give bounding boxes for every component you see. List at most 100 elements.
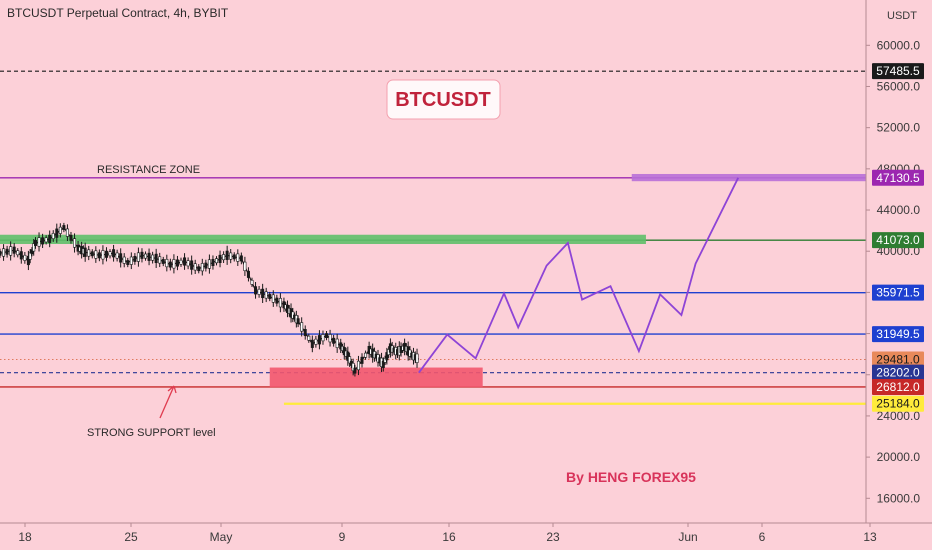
price-tick-label[interactable]: 16000.0: [877, 491, 921, 505]
candle-body: [87, 249, 91, 257]
candle-body: [73, 238, 77, 248]
candle-body: [193, 263, 197, 271]
price-level-labels[interactable]: 57485.5 47130.5 41073.0 35971.5 31949.5 29481…: [872, 63, 924, 412]
candle-body: [186, 260, 190, 267]
level-label-bg: [872, 378, 924, 395]
candle-body: [101, 250, 105, 260]
candle-body: [229, 252, 233, 260]
candle-body: [346, 351, 350, 361]
candle-body: [26, 255, 30, 266]
candle-body: [383, 357, 387, 363]
candle-body: [381, 360, 385, 368]
candle-body: [48, 234, 52, 243]
candle-body: [385, 352, 389, 361]
resistance-zone-label: RESISTANCE ZONE: [97, 164, 200, 176]
candle-body: [165, 258, 169, 268]
level-label-35971.5[interactable]: 35971.5: [876, 286, 920, 300]
candle-body: [9, 246, 13, 256]
projection-path[interactable]: [418, 177, 740, 374]
candle-body: [90, 251, 94, 257]
time-tick-label[interactable]: 9: [339, 530, 346, 544]
candle-body: [161, 259, 165, 264]
candle-body: [23, 254, 27, 261]
price-tick-label[interactable]: 56000.0: [877, 79, 921, 93]
candle-body: [112, 249, 116, 258]
level-label-bg: [872, 284, 924, 301]
resistance-zone[interactable]: [0, 234, 646, 244]
candle-body: [151, 254, 155, 261]
level-label-29481.0[interactable]: 29481.0: [876, 353, 920, 367]
level-label-25184.0[interactable]: 25184.0: [876, 397, 920, 411]
level-label-47130.5[interactable]: 47130.5: [876, 171, 920, 185]
candle-body: [33, 240, 37, 246]
candle-body: [12, 246, 16, 254]
level-label-31949.5[interactable]: 31949.5: [876, 327, 920, 341]
price-tick-label[interactable]: 20000.0: [877, 450, 921, 464]
time-tick-label[interactable]: May: [210, 530, 233, 544]
big-label: BTCUSDT: [395, 89, 491, 111]
candle-body: [303, 329, 307, 337]
price-tick-label[interactable]: 60000.0: [877, 38, 921, 52]
candle-body: [158, 256, 162, 264]
zones[interactable]: [0, 173, 866, 388]
price-tick-label[interactable]: 24000.0: [877, 409, 921, 423]
candle-body: [32, 243, 36, 252]
candle-body: [317, 335, 321, 345]
candle-body: [129, 256, 133, 265]
level-label-28202.0[interactable]: 28202.0: [876, 366, 920, 380]
candle-body: [0, 250, 2, 256]
target-zone[interactable]: [631, 173, 866, 182]
big-label-box[interactable]: BTCUSDT: [386, 79, 501, 120]
candle-body: [69, 234, 73, 241]
candle-body: [243, 261, 247, 271]
level-label-bg: [872, 169, 924, 186]
candle-body: [126, 260, 130, 265]
level-label-57485.5[interactable]: 57485.5: [876, 64, 920, 78]
candle-body: [58, 226, 62, 234]
candle-body: [175, 259, 179, 267]
time-tick-label[interactable]: Jun: [678, 530, 697, 544]
candle-body: [204, 262, 208, 269]
support-zone[interactable]: [269, 367, 483, 388]
candle-body: [65, 228, 69, 237]
level-label-41073.0[interactable]: 41073.0: [876, 233, 920, 247]
candle-body: [172, 259, 176, 269]
candle-body: [154, 253, 158, 264]
time-tick-label[interactable]: 13: [863, 530, 877, 544]
time-tick-label[interactable]: 18: [18, 530, 32, 544]
time-tick-label[interactable]: 6: [759, 530, 766, 544]
projection-line[interactable]: [418, 177, 740, 374]
author-label: By HENG FOREX95: [566, 469, 696, 485]
candle-body: [147, 252, 151, 261]
candle-body: [246, 270, 250, 278]
level-label-26812.0[interactable]: 26812.0: [876, 380, 920, 394]
candle-body: [310, 339, 314, 348]
candle-body: [119, 253, 123, 263]
candle-body: [335, 338, 339, 348]
candle-body: [215, 258, 219, 264]
candle-body: [16, 250, 20, 256]
candle-body: [254, 286, 258, 295]
candle-body: [41, 237, 45, 245]
currency-label[interactable]: USDT: [887, 10, 917, 22]
candle-body: [122, 256, 126, 264]
candle-body: [275, 297, 279, 304]
price-tick-label[interactable]: 44000.0: [877, 203, 921, 217]
price-tick-label[interactable]: 52000.0: [877, 121, 921, 135]
support-level-label: STRONG SUPPORT level: [87, 427, 216, 439]
time-tick-label[interactable]: 23: [546, 530, 560, 544]
candle-body: [236, 253, 240, 262]
candle-body: [307, 335, 311, 341]
candle-body: [51, 233, 55, 239]
candle-body: [97, 252, 101, 259]
candle-body: [278, 298, 282, 308]
candle-body: [28, 252, 32, 260]
candle-body: [351, 362, 355, 372]
time-tick-label[interactable]: 25: [124, 530, 138, 544]
time-axis-ticks[interactable]: 18 25 May 9 16 23 Jun 6 13: [18, 523, 877, 544]
time-tick-label[interactable]: 16: [442, 530, 456, 544]
candle-body: [5, 248, 9, 255]
candle-body: [136, 252, 140, 262]
